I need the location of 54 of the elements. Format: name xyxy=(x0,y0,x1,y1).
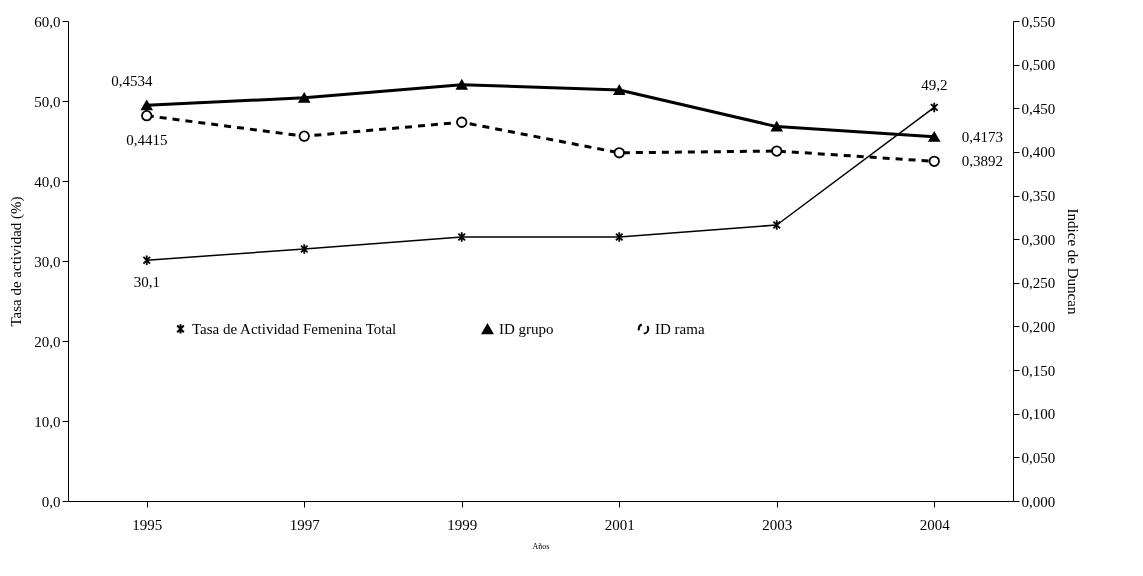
y-axis-title: Tasa de actividad (%) xyxy=(8,196,26,327)
y2-axis-title: Indice de Duncan xyxy=(1065,208,1082,315)
x-tick-label: 1997 xyxy=(289,516,321,533)
data-label: 0,4534 xyxy=(111,73,153,90)
x-axis-title: Años xyxy=(532,541,550,551)
point xyxy=(142,254,151,266)
point xyxy=(457,231,466,243)
point xyxy=(456,116,468,128)
y2-tick-label: 0,100 xyxy=(1021,406,1056,423)
point xyxy=(298,130,310,142)
point xyxy=(141,100,153,111)
y2-tick-label: 0,250 xyxy=(1021,275,1056,292)
y-tick-label: 40,0 xyxy=(34,173,61,190)
point xyxy=(300,243,309,255)
y-tick-label: 60,0 xyxy=(34,13,61,30)
x-tick-label: 2001 xyxy=(604,516,635,533)
y2-tick-label: 0,050 xyxy=(1021,449,1056,466)
x-tick-label: 2003 xyxy=(762,516,793,533)
y2-tick-label: 0,550 xyxy=(1021,13,1056,30)
y-tick-label: 10,0 xyxy=(34,413,61,430)
point xyxy=(771,145,783,157)
y-tick-label: 50,0 xyxy=(34,93,61,110)
point xyxy=(141,110,153,122)
y2-tick-label: 0,400 xyxy=(1021,144,1056,161)
point xyxy=(613,147,625,159)
legend-label: ID grupo xyxy=(499,321,554,338)
y2-tick-label: 0,350 xyxy=(1021,188,1056,205)
point xyxy=(613,84,625,95)
point xyxy=(298,92,310,103)
legend-label: Tasa de Actividad Femenina Total xyxy=(192,320,397,337)
legend-label: ID rama xyxy=(655,320,705,337)
y-tick-label: 30,0 xyxy=(34,253,61,270)
point xyxy=(772,219,781,231)
x-tick-label: 1995 xyxy=(132,516,163,533)
data-label: 0,3892 xyxy=(961,153,1003,170)
y2-tick-label: 0,450 xyxy=(1021,100,1056,117)
data-label: 30,1 xyxy=(133,274,160,291)
x-tick-label: 2004 xyxy=(919,516,951,533)
x-tick-label: 1999 xyxy=(447,516,478,533)
point xyxy=(771,121,783,132)
point xyxy=(456,79,468,90)
y-tick-label: 20,0 xyxy=(34,333,61,350)
point xyxy=(928,155,940,167)
y2-tick-label: 0,300 xyxy=(1021,231,1056,248)
data-label: 0,4173 xyxy=(961,128,1003,145)
data-label: 0,4415 xyxy=(126,131,168,148)
y2-tick-label: 0,150 xyxy=(1021,362,1056,379)
point xyxy=(928,131,940,142)
data-label: 49,2 xyxy=(921,77,948,94)
y2-tick-label: 0,200 xyxy=(1021,318,1056,335)
point xyxy=(615,231,624,243)
y2-tick-label: 0,500 xyxy=(1021,57,1056,74)
y-tick-label: 0,0 xyxy=(41,493,61,510)
y2-tick-label: 0,000 xyxy=(1021,493,1056,510)
